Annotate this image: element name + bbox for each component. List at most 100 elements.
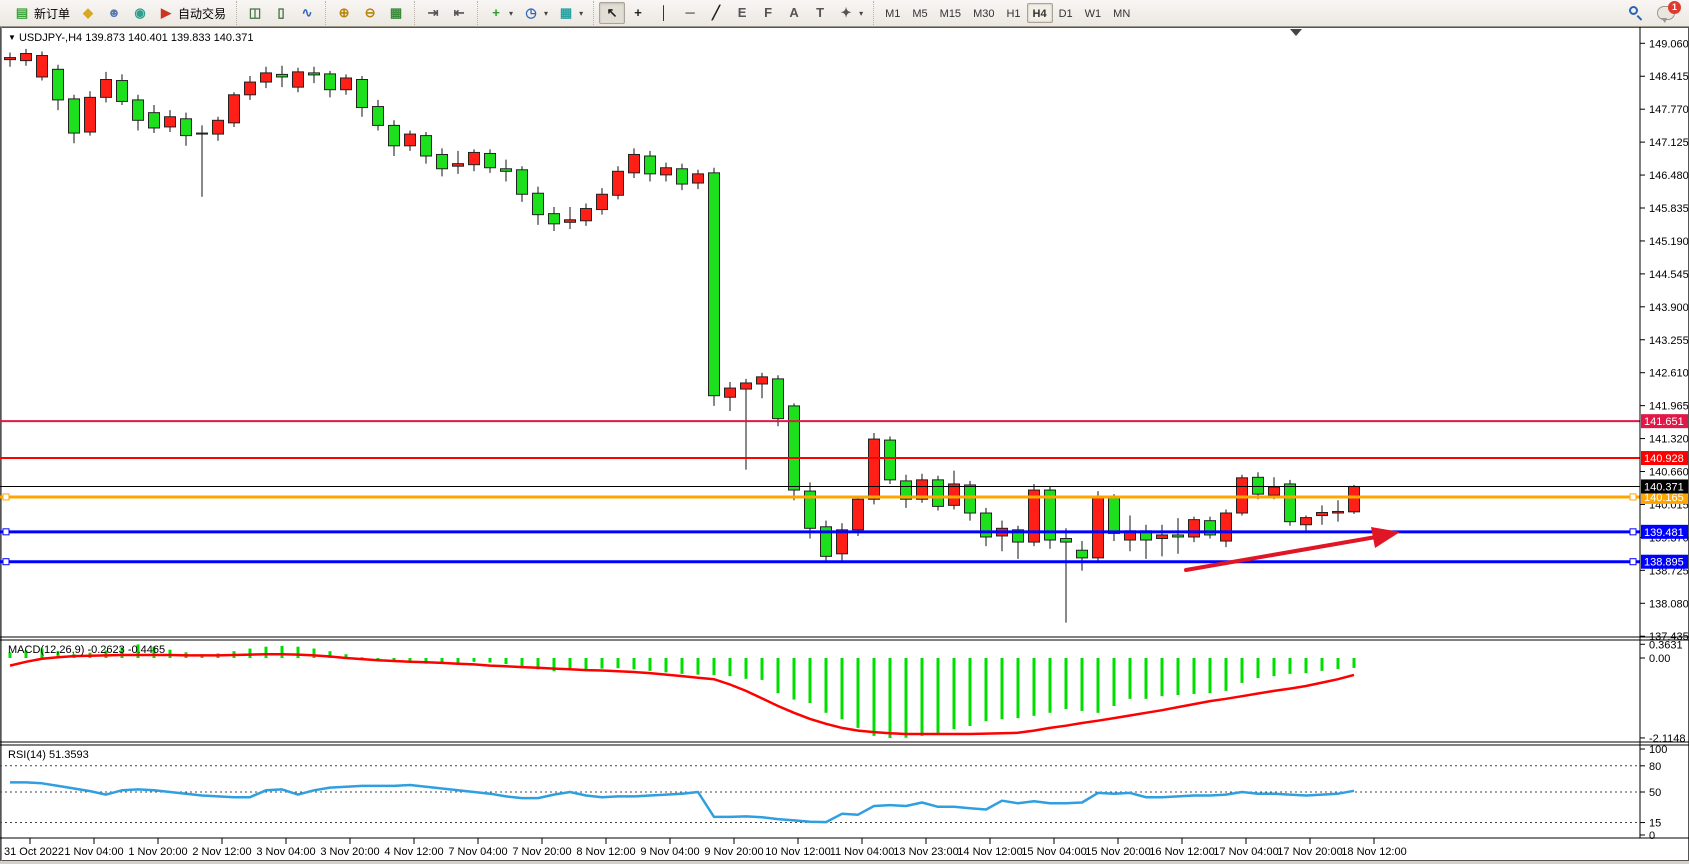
resistance-line-1[interactable]: 141.651	[0, 414, 1688, 429]
shapes-dropdown[interactable]: ✦ ▾	[833, 2, 868, 24]
marker-button[interactable]: ◆	[75, 2, 101, 24]
text-label-button[interactable]: T	[807, 2, 833, 24]
chevron-down-icon[interactable]: ▾	[579, 8, 584, 18]
support-line-1-price-label-bg	[1641, 524, 1688, 539]
candle-bearish	[772, 378, 784, 420]
chevron-down-icon[interactable]: ▾	[509, 8, 514, 18]
timeframe-button-MN[interactable]: MN	[1113, 8, 1131, 20]
candle-bullish	[212, 119, 224, 135]
vertical-line-icon: │	[660, 5, 669, 20]
rsi-axis-label: 80	[1649, 761, 1661, 773]
candle-bearish	[932, 479, 944, 507]
horizontal-line-button[interactable]: ─	[677, 2, 703, 24]
auto-scroll-button[interactable]: ⇥	[420, 2, 446, 24]
text-button[interactable]: A	[781, 2, 807, 24]
candle-bullish	[260, 72, 272, 83]
toolbar-group-draw-tools: ↖ + │ ─ ╱ E F A T ✦ ▾	[593, 1, 873, 25]
candle-bearish	[132, 99, 144, 121]
timeframe-button-W1[interactable]: W1	[1084, 8, 1102, 20]
notifications-icon[interactable]: 1	[1657, 1, 1681, 23]
line-handle[interactable]	[2, 528, 10, 536]
candlestick-button[interactable]: ▯	[268, 2, 294, 24]
price-tick-label: 140.660	[1649, 467, 1689, 479]
search-icon[interactable]	[1629, 6, 1643, 21]
trend-arrow[interactable]	[1184, 527, 1400, 572]
time-tick-label: 7 Nov 20:00	[512, 846, 571, 858]
rsi-panel[interactable]: 100 80 50 150	[0, 744, 1667, 842]
candle-bearish	[484, 152, 496, 169]
fibonacci-button[interactable]: F	[755, 2, 781, 24]
resistance-line-2-price-label: 140.928	[1644, 453, 1684, 465]
pivot-line[interactable]: 140.165	[0, 489, 1688, 504]
main-plot-area[interactable]: 141.651 140.928 140.165 139.481 138.895 140.3…	[0, 48, 1688, 623]
price-tick-label: 143.900	[1649, 302, 1689, 314]
price-tick-label: 141.965	[1649, 401, 1689, 413]
chart-background	[0, 27, 1689, 861]
trend-arrow-head	[1371, 527, 1400, 548]
tile-windows-button[interactable]: ▦	[383, 2, 409, 24]
time-tick-label: 15 Nov 20:00	[1085, 846, 1150, 858]
line-handle[interactable]	[2, 558, 10, 566]
time-tick-label: 18 Nov 12:00	[1341, 846, 1406, 858]
time-tick-label: 13 Nov 23:00	[893, 846, 958, 858]
cursor-button[interactable]: ↖	[599, 2, 626, 24]
chevron-down-icon[interactable]: ▾	[544, 8, 549, 18]
time-tick-label: 11 Nov 04:00	[830, 846, 895, 858]
trendline-button[interactable]: ╱	[703, 2, 729, 24]
timeframe-button-M5[interactable]: M5	[912, 8, 928, 20]
vertical-line-button[interactable]: │	[651, 2, 677, 24]
add-indicator-dropdown[interactable]: + ▾	[483, 2, 518, 24]
bar-chart-button[interactable]: ◫	[242, 2, 268, 24]
timeframe-button-M1[interactable]: M1	[885, 8, 901, 20]
candle-bearish	[884, 439, 896, 481]
timeframe-button-M15[interactable]: M15	[939, 8, 962, 20]
line-handle[interactable]	[1629, 558, 1637, 566]
line-handle[interactable]	[1629, 528, 1637, 536]
timeframe-button-M30[interactable]: M30	[973, 8, 995, 20]
resistance-line-2[interactable]: 140.928	[0, 451, 1688, 466]
signal-button[interactable]: ◉	[127, 2, 153, 24]
candle-bearish	[532, 192, 544, 216]
price-tick-label: 143.255	[1649, 335, 1689, 347]
macd-axis-label: 0.00	[1649, 653, 1670, 665]
macd-panel[interactable]: 0.3631 0.00 -2.1148	[8, 639, 1686, 745]
candle-bullish	[660, 167, 672, 176]
templates-dropdown[interactable]: ▦ ▾	[553, 2, 588, 24]
zoom-out-button[interactable]: ⊖	[357, 2, 383, 24]
candle-bullish	[916, 479, 928, 500]
line-handle[interactable]	[2, 493, 10, 501]
one-click-collapse-icon[interactable]: ▼	[8, 33, 16, 42]
rsi-axis-label: 15	[1649, 818, 1661, 830]
chart-canvas[interactable]: 149.060 148.415 147.770 147.125 146.480 145.8…	[0, 27, 1689, 861]
trend-arrow-shaft	[1184, 535, 1378, 572]
new-order-button[interactable]: ▤ 新订单	[9, 2, 75, 24]
chart-window[interactable]: ▼ USDJPY-,H4 139.873 140.401 139.833 140…	[0, 27, 1689, 861]
support-line-1[interactable]: 139.481	[0, 524, 1688, 539]
time-tick-label: 9 Nov 20:00	[704, 846, 763, 858]
candle-bearish	[356, 79, 368, 109]
profile-button[interactable]: ☻	[101, 2, 127, 24]
crosshair-button[interactable]: +	[625, 2, 651, 24]
timeframe-button-H4[interactable]: H4	[1026, 3, 1053, 23]
chart-shift-marker-icon	[1290, 29, 1302, 36]
candle-bullish	[164, 116, 176, 128]
candle-bullish	[1316, 512, 1328, 517]
channel-button[interactable]: E	[729, 2, 755, 24]
time-axis[interactable]: 31 Oct 2022 1 Nov 04:00 1 Nov 20:00 2 Nov 1…	[4, 838, 1407, 858]
candle-bearish	[436, 153, 448, 170]
zoom-in-button[interactable]: ⊕	[331, 2, 357, 24]
timeframe-button-D1[interactable]: D1	[1058, 8, 1073, 20]
bar-chart-icon: ◫	[248, 5, 262, 20]
line-handle[interactable]	[1629, 493, 1637, 501]
periods-dropdown[interactable]: ◷ ▾	[518, 2, 553, 24]
support-line-2[interactable]: 138.895	[0, 554, 1688, 569]
line-chart-button[interactable]: ∿	[294, 2, 320, 24]
chevron-down-icon[interactable]: ▾	[859, 8, 864, 18]
chart-shift-button[interactable]: ⇤	[446, 2, 472, 24]
text-icon: A	[789, 5, 799, 20]
price-tick-label: 141.320	[1649, 434, 1689, 446]
timeframe-button-H1[interactable]: H1	[1006, 8, 1021, 20]
fibonacci-icon: F	[764, 5, 773, 20]
autotrade-button[interactable]: ▶ 自动交易	[153, 2, 231, 24]
autotrade-button-label: 自动交易	[178, 6, 227, 21]
